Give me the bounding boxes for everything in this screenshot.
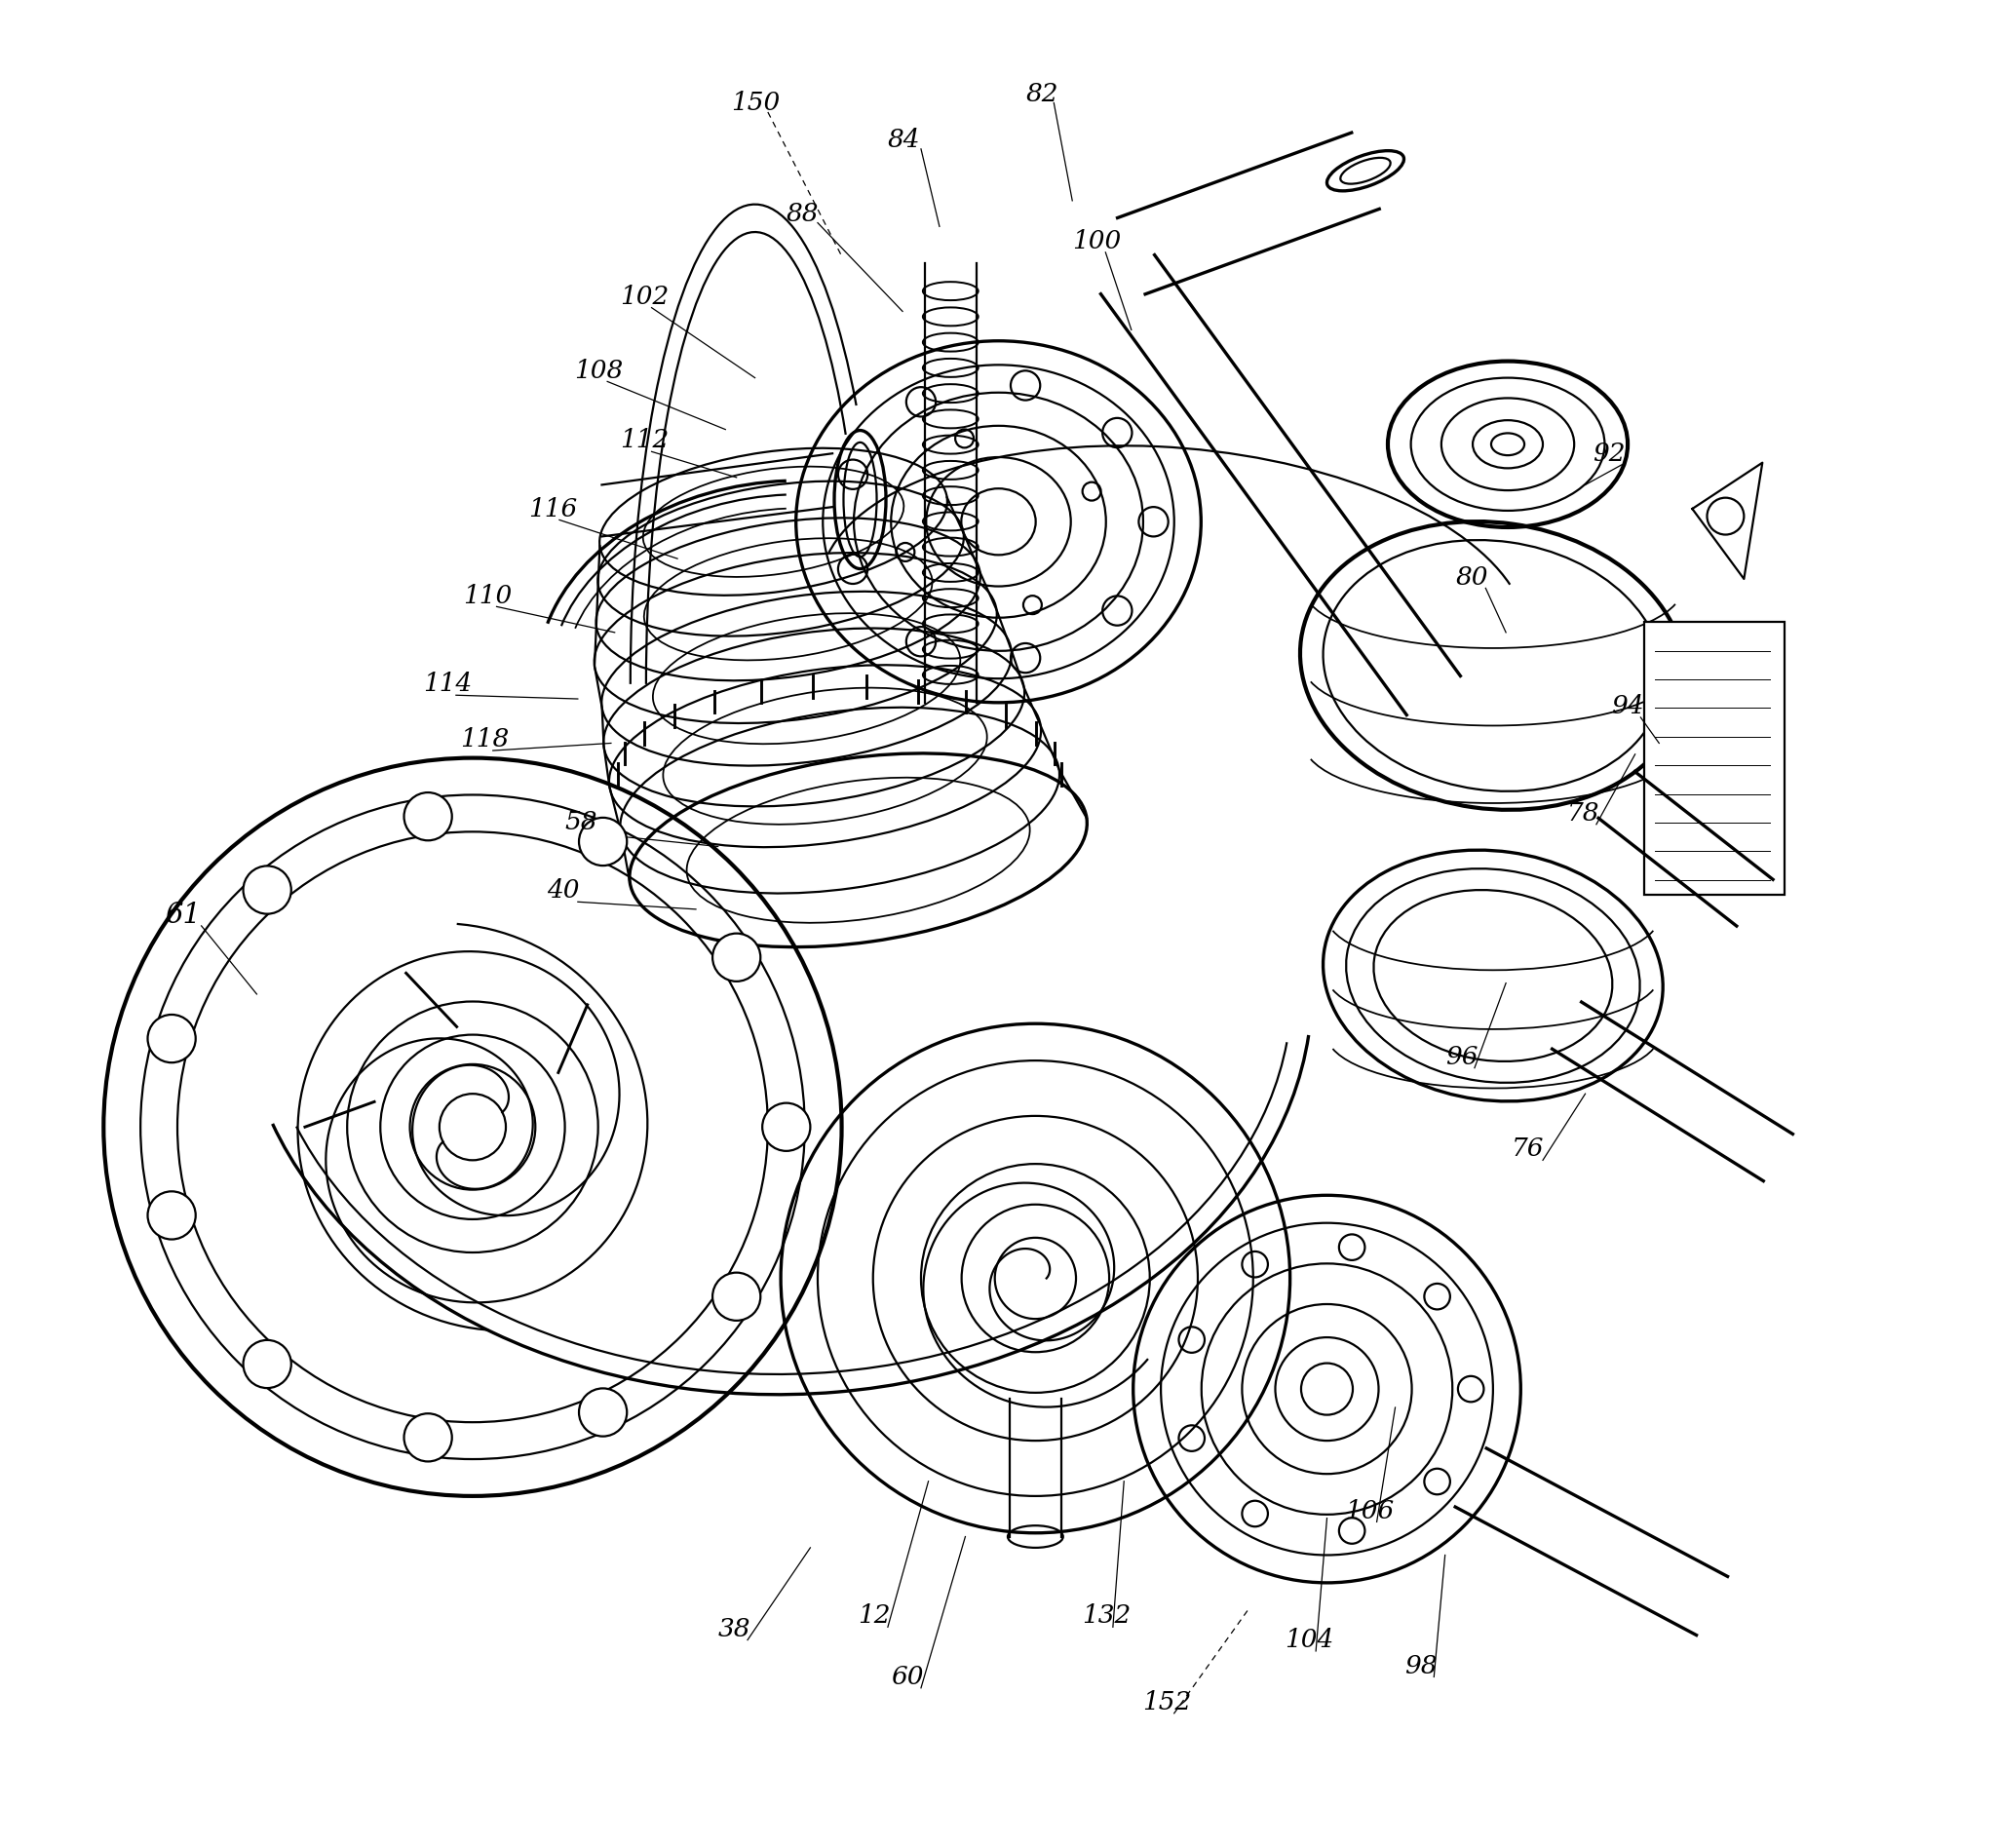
- Text: 102: 102: [621, 285, 669, 309]
- Circle shape: [403, 1414, 451, 1462]
- Text: 94: 94: [1612, 695, 1644, 719]
- Text: 80: 80: [1456, 565, 1488, 590]
- Text: 12: 12: [859, 1604, 891, 1628]
- Text: 104: 104: [1284, 1628, 1334, 1652]
- FancyBboxPatch shape: [1644, 621, 1785, 894]
- Text: 132: 132: [1082, 1604, 1130, 1628]
- Circle shape: [244, 867, 292, 915]
- Circle shape: [403, 793, 451, 841]
- Text: 76: 76: [1512, 1137, 1544, 1161]
- Circle shape: [579, 1388, 627, 1436]
- Circle shape: [713, 1273, 761, 1321]
- Text: 60: 60: [891, 1665, 925, 1689]
- Text: 118: 118: [459, 728, 509, 752]
- Circle shape: [244, 1340, 292, 1388]
- Text: 108: 108: [573, 359, 623, 383]
- Text: 150: 150: [731, 91, 781, 115]
- Text: 100: 100: [1072, 229, 1120, 253]
- Circle shape: [148, 1015, 196, 1063]
- Text: 152: 152: [1142, 1691, 1192, 1715]
- Text: 58: 58: [565, 809, 597, 835]
- Text: 40: 40: [547, 878, 579, 904]
- Text: 78: 78: [1568, 800, 1600, 826]
- Text: 112: 112: [621, 429, 669, 453]
- Circle shape: [763, 1103, 811, 1151]
- Text: 84: 84: [889, 128, 921, 152]
- Text: 88: 88: [787, 201, 819, 225]
- Text: 61: 61: [164, 902, 200, 928]
- Circle shape: [148, 1192, 196, 1240]
- Circle shape: [713, 933, 761, 981]
- Circle shape: [579, 817, 627, 865]
- Text: 114: 114: [423, 673, 471, 697]
- Text: 106: 106: [1346, 1499, 1394, 1523]
- Text: 98: 98: [1404, 1654, 1438, 1678]
- Text: 110: 110: [463, 584, 513, 608]
- Text: 82: 82: [1026, 81, 1058, 105]
- Text: 116: 116: [527, 497, 577, 521]
- Text: 92: 92: [1594, 442, 1626, 466]
- Text: 38: 38: [719, 1617, 751, 1641]
- Text: 96: 96: [1446, 1044, 1478, 1068]
